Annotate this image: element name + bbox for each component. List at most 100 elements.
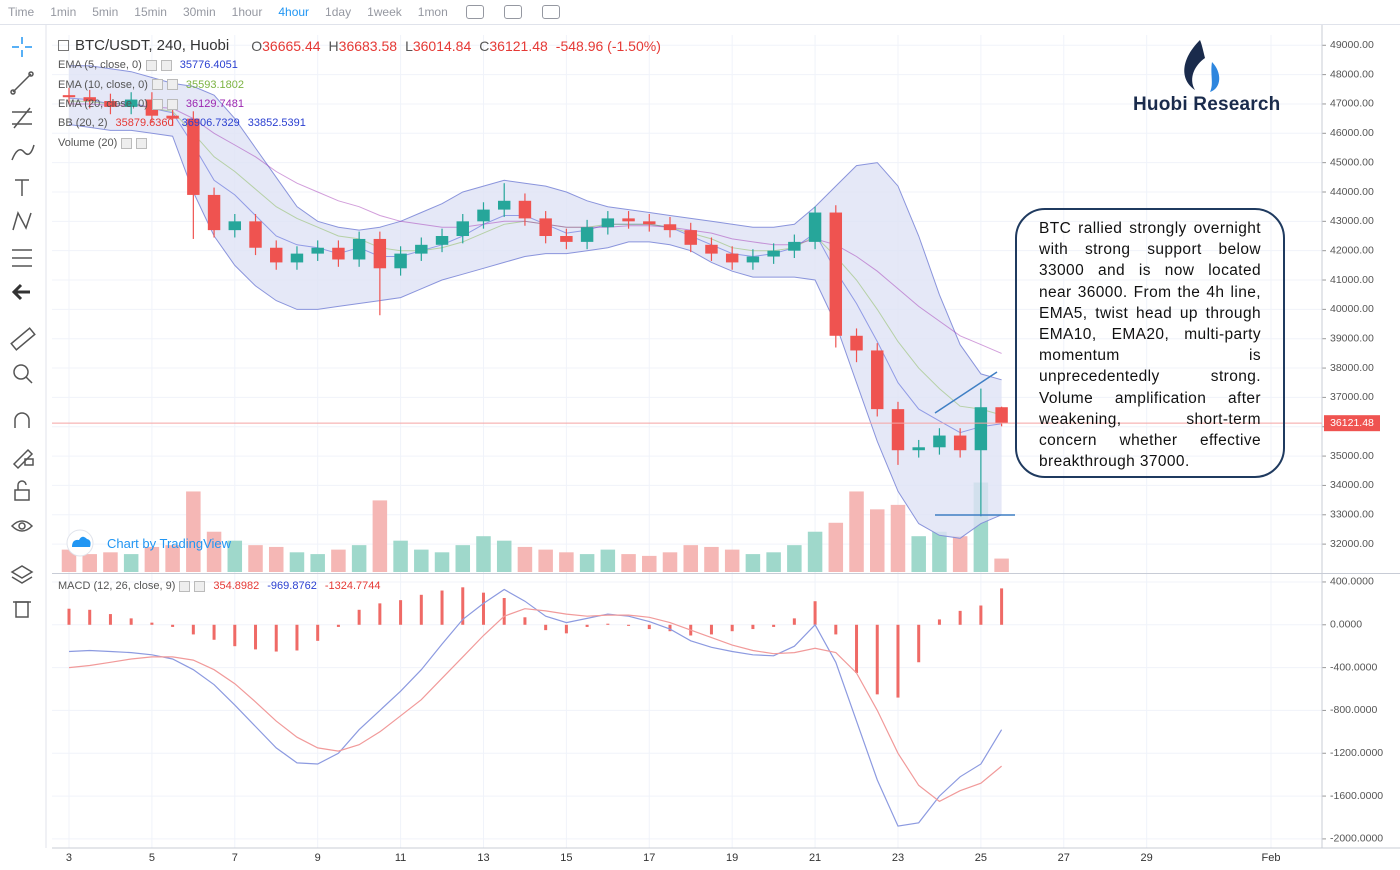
x-tick-label: Feb — [1262, 852, 1281, 864]
toolbar-icon[interactable] — [541, 5, 560, 19]
macd-histogram-bar — [399, 600, 403, 625]
ema-line — [68, 100, 1002, 416]
interval-button[interactable]: 1hour — [231, 5, 263, 19]
plot: 3 5 7 9 11 13 15 17 19 21 23 25 27 29 Feb 32000.00 33000… — [52, 25, 1400, 864]
candle-body — [104, 101, 117, 107]
candle-body — [518, 200, 532, 219]
interval-button[interactable]: 1min — [50, 5, 77, 19]
close-icon[interactable] — [160, 59, 172, 71]
fib-tool[interactable] — [12, 107, 32, 129]
volume-bar — [600, 549, 616, 572]
y-tick-label: 35000.00 — [1330, 450, 1374, 462]
candle-body — [394, 253, 407, 269]
volume-bar — [849, 491, 864, 572]
ruler-tool[interactable] — [10, 327, 36, 351]
x-tick-label: 3 — [66, 852, 72, 864]
lock-drawing-tool[interactable] — [12, 448, 34, 470]
close-icon[interactable] — [166, 79, 178, 90]
x-tick-label: 25 — [975, 852, 987, 864]
close-icon[interactable] — [136, 137, 148, 149]
pattern-tool[interactable] — [12, 211, 32, 231]
toolbar-icon[interactable] — [503, 5, 522, 19]
candle-body — [850, 335, 863, 351]
toolbar-icon[interactable] — [465, 5, 484, 19]
volume-bar — [952, 536, 968, 572]
text-tool[interactable] — [15, 179, 29, 196]
indicator-value: 35593.1802 — [185, 78, 244, 91]
ema-legend: EMA (20, close, 0) 36129.7481 — [58, 98, 244, 110]
annotation: BTC rallied strongly overnight with stro… — [1015, 208, 1285, 478]
magnet-tool[interactable] — [14, 412, 30, 428]
volume-bar — [724, 549, 740, 572]
back-tool[interactable] — [11, 283, 30, 301]
macd-line — [68, 588, 1003, 827]
macd-histogram-bar — [357, 609, 361, 625]
settings-icon[interactable] — [121, 137, 133, 149]
indicator-value: 33852.5391 — [247, 117, 306, 129]
x-tick-label: 19 — [726, 852, 738, 864]
drawings — [934, 371, 1015, 516]
candle-body — [912, 447, 925, 451]
y-tick-label: 32000.00 — [1330, 538, 1374, 550]
candle-body — [643, 221, 656, 225]
brush-tool[interactable] — [11, 144, 35, 161]
indicator-name: EMA (20, close, 0) — [58, 98, 148, 110]
macd-histogram-bar — [958, 610, 962, 625]
last-price-label: 36121.48 — [1330, 417, 1374, 429]
interval-button[interactable]: 5min — [92, 5, 119, 19]
crosshair-tool[interactable] — [12, 37, 32, 57]
zoom-tool[interactable] — [13, 364, 33, 384]
interval-button[interactable]: 15min — [134, 5, 167, 19]
y-tick-label: 34000.00 — [1330, 479, 1374, 491]
close-icon[interactable] — [166, 98, 178, 110]
measure-tool[interactable] — [12, 249, 32, 267]
close-icon[interactable] — [194, 580, 206, 592]
candle-body — [663, 224, 677, 231]
y-tick-label: -2000.0000 — [1330, 833, 1383, 845]
indicator-name: Volume (20) — [58, 137, 118, 149]
ohlc-key: C — [479, 37, 490, 54]
ohlc-key: O — [251, 37, 263, 54]
collapse-icon[interactable] — [58, 40, 69, 51]
interval-button[interactable]: 1mon — [417, 5, 448, 19]
volume-bar — [372, 500, 388, 572]
macd-histogram-bar — [813, 601, 817, 625]
settings-icon[interactable] — [151, 98, 163, 110]
indicator-value: -969.8762 — [267, 580, 317, 592]
left-toolbar — [10, 37, 36, 618]
interval-button[interactable]: 4hour — [278, 5, 310, 19]
volume-bar — [248, 545, 263, 572]
volume-bar — [994, 558, 1009, 572]
settings-icon[interactable] — [145, 59, 157, 71]
lock-tool[interactable] — [14, 480, 30, 501]
interval-button[interactable]: 1week — [367, 5, 402, 19]
y-tick-label: 47000.00 — [1330, 98, 1374, 110]
candle-body — [953, 435, 967, 451]
y-tick-label: 44000.00 — [1330, 186, 1374, 198]
bb-legend: BB (20, 2) 35879.6360 36906.7329 33852.5391 — [58, 117, 306, 129]
y-tick-label: -800.0000 — [1330, 704, 1377, 716]
candle-body — [207, 194, 221, 231]
volume-bar — [268, 546, 284, 572]
y-tick-label: -400.0000 — [1330, 661, 1377, 673]
eye-tool[interactable] — [10, 520, 34, 532]
interval-button[interactable]: 30min — [182, 5, 216, 19]
settings-icon[interactable] — [179, 580, 191, 592]
macd-histogram-bar — [668, 624, 672, 632]
trash-tool[interactable] — [13, 601, 31, 618]
candle-body — [725, 253, 739, 263]
candle-body — [83, 97, 96, 102]
ema-line — [68, 97, 1002, 434]
layers-tool[interactable] — [10, 565, 34, 584]
interval-button[interactable]: 1day — [325, 5, 352, 19]
interval-button[interactable]: Time — [8, 5, 35, 19]
x-tick-label: 5 — [149, 852, 155, 864]
trendline-tool[interactable] — [10, 71, 34, 95]
macd-histogram-bar — [191, 624, 195, 635]
candle-body — [974, 407, 988, 451]
macd-histogram-bar — [855, 624, 859, 673]
settings-icon[interactable] — [151, 79, 163, 90]
macd-histogram-bar — [461, 587, 465, 625]
macd-histogram-bar — [274, 624, 278, 652]
volume-bar — [123, 554, 139, 572]
